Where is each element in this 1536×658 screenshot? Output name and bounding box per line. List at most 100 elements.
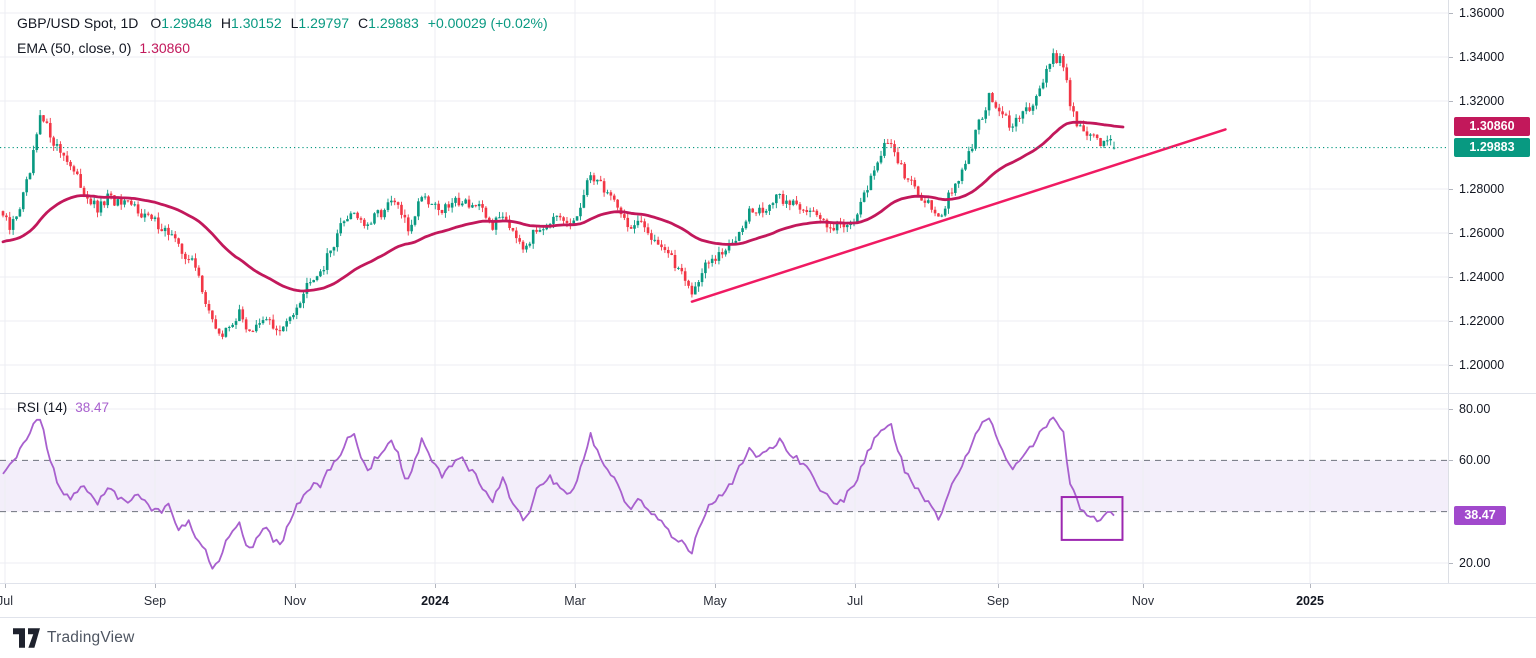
candle-body — [93, 201, 96, 205]
candle-body — [647, 227, 650, 233]
candle-body — [431, 204, 434, 205]
candle-body — [677, 268, 680, 269]
candle-body — [812, 211, 815, 212]
candle-body — [393, 201, 396, 203]
candle-body — [120, 199, 123, 204]
candle-body — [522, 242, 525, 250]
candle-body — [684, 271, 687, 281]
candle-body — [880, 156, 883, 163]
candle-body — [984, 110, 987, 118]
time-axis[interactable]: JulSepNov2024MarMayJulSepNov2025 — [0, 584, 1536, 617]
candle-body — [25, 179, 28, 192]
candle-body — [181, 244, 184, 254]
candle-body — [221, 334, 224, 337]
time-tick-mark — [1143, 584, 1144, 588]
axis-tick-mark — [1449, 365, 1453, 366]
axis-tick-mark — [1449, 277, 1453, 278]
candle-body — [934, 210, 937, 214]
candle-body — [309, 282, 312, 283]
candle-body — [870, 176, 873, 190]
candle-body — [66, 156, 69, 162]
candle-body — [177, 238, 180, 243]
candle-body — [883, 143, 886, 156]
candle-body — [62, 153, 65, 156]
pane-separator[interactable] — [0, 393, 1536, 394]
price-chart-pane[interactable] — [0, 0, 1448, 393]
axis-tick-mark — [1449, 563, 1453, 564]
candle-body — [542, 229, 545, 230]
candle-body — [768, 205, 771, 211]
candle-body — [643, 221, 646, 227]
trendline[interactable] — [692, 129, 1226, 301]
candle-body — [1096, 135, 1099, 138]
candle-body — [194, 258, 197, 267]
candle-body — [846, 225, 849, 227]
candle-body — [56, 144, 59, 146]
candle-body — [971, 149, 974, 151]
candle-body — [907, 178, 910, 179]
candle-body — [886, 143, 889, 144]
price-axis-label: 1.24000 — [1459, 270, 1504, 284]
price-axis-label: 1.22000 — [1459, 314, 1504, 328]
candle-body — [478, 204, 481, 206]
time-axis-label: Jul — [847, 594, 863, 608]
candle-body — [562, 217, 565, 221]
candle-body — [1106, 140, 1109, 141]
candle-body — [1055, 53, 1058, 63]
candle-body — [1072, 106, 1075, 111]
candle-body — [900, 163, 903, 164]
candle-body — [377, 210, 380, 213]
candle-body — [667, 250, 670, 253]
candle-body — [957, 181, 960, 184]
candle-body — [160, 229, 163, 231]
candle-body — [751, 209, 754, 213]
candle-body — [407, 217, 410, 231]
candle-body — [241, 309, 244, 319]
candle-body — [22, 192, 25, 209]
candle-body — [218, 329, 221, 334]
candle-body — [873, 170, 876, 175]
candle-body — [559, 216, 562, 217]
candle-body — [930, 200, 933, 210]
candle-body — [1059, 56, 1062, 63]
candle-body — [1045, 69, 1048, 83]
candle-body — [225, 328, 228, 337]
candle-body — [295, 308, 298, 315]
candle-body — [819, 215, 822, 219]
candle-body — [606, 192, 609, 193]
axis-tick-mark — [1449, 233, 1453, 234]
time-axis-label: 2024 — [421, 594, 449, 608]
candle-body — [110, 194, 113, 196]
candle-body — [471, 205, 474, 207]
rsi-pane[interactable] — [0, 393, 1448, 583]
candle-body — [978, 120, 981, 130]
candle-body — [157, 217, 160, 229]
candle-body — [890, 143, 893, 144]
time-axis-label: Sep — [144, 594, 166, 608]
time-axis-label: 2025 — [1296, 594, 1324, 608]
candle-body — [738, 232, 741, 241]
candle-body — [927, 200, 930, 203]
candle-body — [1025, 107, 1028, 111]
candle-body — [897, 152, 900, 163]
rsi-value-badge: 38.47 — [1454, 506, 1506, 525]
candle-body — [1082, 125, 1085, 131]
candle-body — [127, 200, 130, 201]
candle-body — [775, 195, 778, 204]
candle-body — [495, 218, 498, 230]
candle-body — [961, 170, 964, 181]
time-tick-mark — [998, 584, 999, 588]
tradingview-logo[interactable]: TradingView — [13, 628, 135, 648]
candle-body — [235, 321, 238, 325]
candle-body — [292, 315, 295, 317]
candle-body — [691, 286, 694, 295]
candle-body — [262, 320, 265, 323]
candle-body — [670, 253, 673, 255]
price-axis[interactable]: 1.360001.340001.320001.280001.260001.240… — [1448, 0, 1536, 583]
rsi-axis-label: 60.00 — [1459, 453, 1490, 467]
candle-body — [1022, 111, 1025, 118]
candle-body — [748, 209, 751, 222]
candle-body — [778, 194, 781, 195]
candle-body — [35, 134, 38, 150]
candle-body — [255, 325, 258, 331]
